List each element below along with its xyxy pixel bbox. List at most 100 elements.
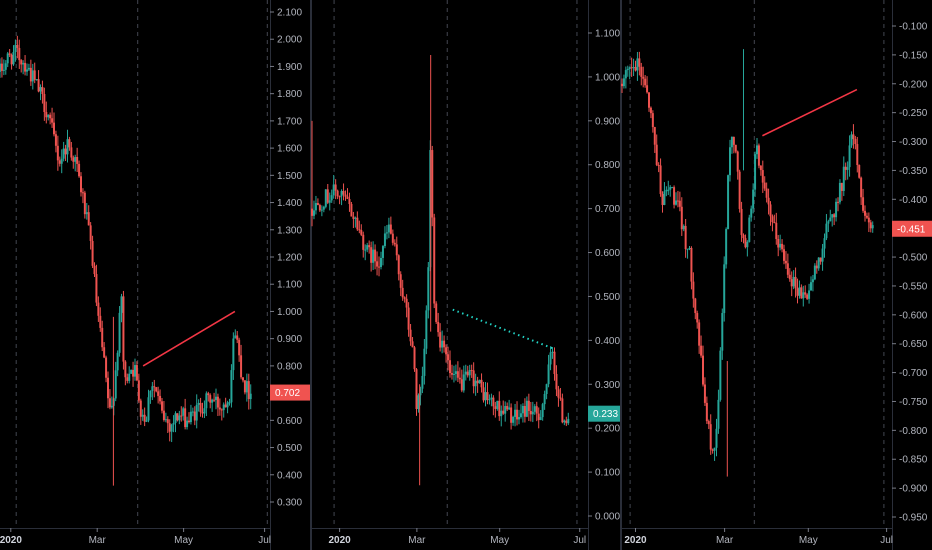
candle-body xyxy=(673,187,676,205)
y-tick-label: 0.300 xyxy=(595,380,620,391)
candle-body xyxy=(157,391,160,396)
candle-body xyxy=(60,158,63,164)
candle-body xyxy=(864,210,866,216)
candle-body xyxy=(721,313,724,351)
candles xyxy=(311,54,570,486)
candle-body xyxy=(0,63,1,72)
candle-body xyxy=(665,189,668,192)
candle-body xyxy=(51,118,54,123)
candle-body xyxy=(403,297,406,299)
candle-body xyxy=(431,150,434,218)
candle-body xyxy=(460,379,463,391)
candle-body xyxy=(76,157,79,164)
y-tick-label: 0.100 xyxy=(595,468,620,479)
candle-body xyxy=(752,189,755,209)
candle-body xyxy=(242,377,244,381)
candle-body xyxy=(368,245,371,248)
candle-body xyxy=(523,405,526,417)
candle-body xyxy=(381,246,384,258)
candle-body xyxy=(815,265,818,269)
candle-body xyxy=(640,66,643,77)
candle-body xyxy=(788,274,791,280)
candle-body xyxy=(201,412,204,414)
candle-body xyxy=(478,379,481,384)
candle-body xyxy=(87,212,90,226)
candle-body xyxy=(565,420,568,424)
y-tick-label: 0.000 xyxy=(595,512,620,523)
trend-line xyxy=(142,310,236,367)
candle-body xyxy=(827,221,830,224)
last-price-label: 0.702 xyxy=(275,388,300,399)
candle-body xyxy=(211,399,214,403)
candle-body xyxy=(245,381,248,393)
y-tick-label: -0.550 xyxy=(899,281,928,292)
candle-body xyxy=(172,422,175,425)
candle-body xyxy=(166,419,169,424)
candle-body xyxy=(72,157,75,162)
candle-body xyxy=(690,247,693,282)
candle-body xyxy=(184,408,187,428)
candle-body xyxy=(802,292,805,299)
candles xyxy=(0,35,252,486)
y-tick-label: 0.600 xyxy=(277,416,302,427)
candle-body xyxy=(543,393,546,405)
candle-body xyxy=(504,405,507,414)
candle-body xyxy=(195,404,198,421)
candle-body xyxy=(466,371,469,376)
candle-body xyxy=(110,405,113,408)
candle-body xyxy=(744,238,747,248)
candle-body xyxy=(139,400,142,417)
candle-body xyxy=(220,409,223,411)
pane-separator xyxy=(310,0,312,550)
x-tick-label: Jul xyxy=(880,535,893,546)
candle-body xyxy=(622,78,625,87)
candle-body xyxy=(356,217,359,230)
candle-body xyxy=(500,410,503,417)
candle-body xyxy=(808,290,811,299)
candle-body xyxy=(703,384,706,403)
candle-body xyxy=(161,401,163,411)
x-tick-label: Mar xyxy=(716,535,734,546)
candle-body xyxy=(364,249,367,251)
candle-body xyxy=(549,352,552,365)
y-tick-label: 0.800 xyxy=(595,160,620,171)
candle-body xyxy=(769,204,772,217)
candle-body xyxy=(765,188,768,198)
candle-body xyxy=(197,402,200,405)
candle-body xyxy=(742,234,745,239)
candle-body xyxy=(186,420,189,428)
candle-body xyxy=(168,423,171,432)
candle-body xyxy=(535,406,538,414)
candle-body xyxy=(545,384,548,394)
candle-body xyxy=(775,222,778,240)
candle-body xyxy=(551,351,554,353)
candle-body xyxy=(56,145,59,161)
y-tick-label: 1.700 xyxy=(277,116,302,127)
candle-body xyxy=(642,76,645,79)
candle-body xyxy=(218,407,221,410)
candle-body xyxy=(103,347,106,358)
candle-body xyxy=(174,413,177,423)
candle-body xyxy=(387,224,390,233)
candle-body xyxy=(22,62,25,65)
candle-body xyxy=(120,296,123,313)
chart-pane-2: 1.100 1.000 0.900 0.800 0.700 0.600 0.500 0.400… xyxy=(311,0,620,550)
candle-body xyxy=(651,113,654,128)
candle-body xyxy=(738,171,741,209)
candle-body xyxy=(447,354,450,361)
candle-body xyxy=(821,248,824,262)
candle-body xyxy=(16,44,19,48)
candle-body xyxy=(93,265,96,275)
last-price-tag xyxy=(892,220,932,237)
candle-body xyxy=(70,147,73,158)
candle-body xyxy=(694,298,697,314)
candle-body xyxy=(840,182,843,191)
candle-body xyxy=(58,160,61,164)
candle-body xyxy=(423,348,426,376)
candle-body xyxy=(539,417,542,421)
candle-body xyxy=(147,397,150,421)
y-tick-label: 1.900 xyxy=(277,62,302,73)
candle-body xyxy=(33,70,36,80)
candle-body xyxy=(850,134,853,146)
